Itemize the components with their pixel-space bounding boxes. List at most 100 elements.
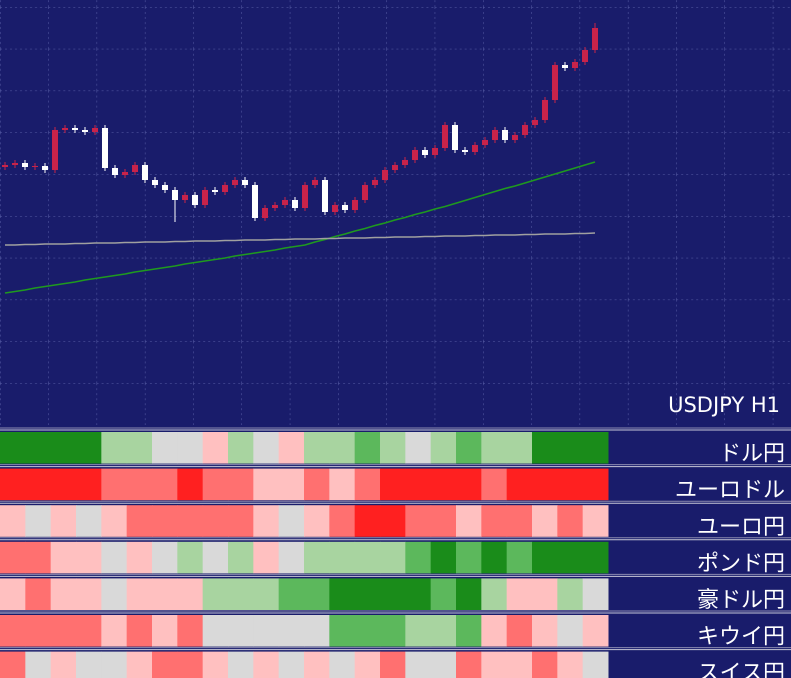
heat-cell <box>278 432 305 464</box>
heat-cell <box>0 432 26 464</box>
heat-cell <box>329 505 356 537</box>
pair-label: キウイ円 <box>697 625 785 650</box>
candle-body <box>282 200 288 205</box>
heat-cell <box>177 468 204 501</box>
heat-cell <box>50 432 77 464</box>
candle-body <box>252 185 258 218</box>
heat-cell <box>456 432 482 464</box>
heat-cell <box>202 615 229 647</box>
heat-cell <box>177 651 204 678</box>
heat-cell <box>152 432 178 464</box>
heat-cell <box>25 615 52 647</box>
candle-body <box>162 185 168 190</box>
heat-cell <box>582 468 609 501</box>
heat-cell <box>253 432 280 464</box>
heat-cell <box>532 578 558 610</box>
heat-cell <box>152 468 178 501</box>
heat-cell <box>25 578 52 610</box>
candle-body <box>102 128 108 168</box>
candle-body <box>222 185 228 192</box>
heat-cell <box>329 432 356 464</box>
heat-cell <box>430 651 457 678</box>
heat-cell <box>354 505 381 537</box>
heat-cell <box>228 432 254 464</box>
heat-cell <box>126 651 153 678</box>
heat-cell <box>126 432 153 464</box>
heat-cell <box>405 468 432 501</box>
candle-body <box>202 190 208 205</box>
candle-body <box>342 205 348 210</box>
heat-cell <box>582 432 609 464</box>
heat-cell <box>0 651 26 678</box>
heat-cell <box>557 578 584 610</box>
heat-cell <box>228 578 254 610</box>
pair-label: ポンド円 <box>697 551 785 576</box>
heat-cell <box>152 541 178 574</box>
heat-cell <box>126 541 153 574</box>
symbol-title: USDJPY H1 <box>668 393 780 417</box>
heat-cell <box>177 578 204 610</box>
heat-cell <box>253 468 280 501</box>
heat-cell <box>582 615 609 647</box>
heat-cell <box>456 541 482 574</box>
candle-body <box>582 50 588 62</box>
candle-body <box>232 180 238 185</box>
heat-cell <box>456 505 482 537</box>
heat-cell <box>430 432 457 464</box>
candle-body <box>272 205 278 208</box>
heat-cell <box>557 505 584 537</box>
candle-body <box>532 120 538 125</box>
heat-cell <box>25 651 52 678</box>
heat-cell <box>228 468 254 501</box>
candle-body <box>32 166 38 167</box>
heat-cell <box>50 505 77 537</box>
heat-cell <box>50 468 77 501</box>
heat-cell <box>253 578 280 610</box>
heat-cell <box>405 432 432 464</box>
candle-body <box>352 200 358 210</box>
candle-body <box>242 180 248 185</box>
heat-cell <box>304 541 330 574</box>
heat-cell <box>228 651 254 678</box>
heat-cell <box>304 615 330 647</box>
pair-label: 豪ドル円 <box>697 588 785 613</box>
candle-body <box>472 145 478 152</box>
heat-cell <box>278 541 305 574</box>
heat-cell <box>253 541 280 574</box>
heat-cell <box>25 541 52 574</box>
heat-cell <box>76 541 102 574</box>
heat-cell <box>0 615 26 647</box>
candle-body <box>512 135 518 140</box>
heat-cell <box>228 541 254 574</box>
heat-cell <box>430 505 457 537</box>
heat-cell <box>228 615 254 647</box>
heat-cell <box>380 578 406 610</box>
heat-cell <box>177 615 204 647</box>
heat-cell <box>456 468 482 501</box>
heat-cell <box>405 578 432 610</box>
heat-cell <box>202 432 229 464</box>
heat-cell <box>202 651 229 678</box>
candle-body <box>42 166 48 170</box>
heat-cell <box>76 578 102 610</box>
heat-cell <box>354 432 381 464</box>
pair-label: ユーロドル <box>675 478 785 503</box>
heat-cell <box>456 615 482 647</box>
heat-cell <box>126 505 153 537</box>
heat-cell <box>380 541 406 574</box>
heat-cell <box>25 432 52 464</box>
heat-cell <box>228 505 254 537</box>
heat-cell <box>101 505 128 537</box>
heat-cell <box>380 468 406 501</box>
heat-cell <box>126 615 153 647</box>
candle-body <box>462 150 468 152</box>
heat-cell <box>50 541 77 574</box>
heat-cell <box>506 651 533 678</box>
heat-cell <box>481 505 508 537</box>
heat-cell <box>0 541 26 574</box>
heat-cell <box>329 468 356 501</box>
heat-cell <box>506 468 533 501</box>
